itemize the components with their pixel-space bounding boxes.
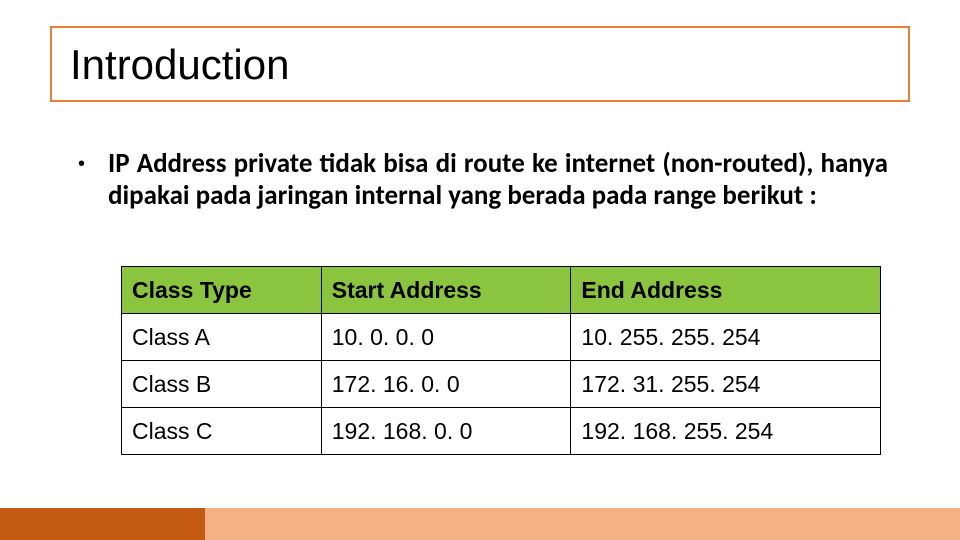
table-cell: 10. 0. 0. 0 <box>321 314 571 361</box>
table-cell: 192. 168. 255. 254 <box>571 408 881 455</box>
footer-strip <box>0 508 960 540</box>
table-cell: 192. 168. 0. 0 <box>321 408 571 455</box>
bullet-block: • IP Address private tidak bisa di route… <box>78 148 888 212</box>
footer-left-segment <box>0 508 205 540</box>
table-row: Class B 172. 16. 0. 0 172. 31. 255. 254 <box>122 361 881 408</box>
title-box: Introduction <box>50 26 910 102</box>
table-header-cell: End Address <box>571 267 881 314</box>
table-cell: Class A <box>122 314 322 361</box>
footer-right-segment <box>205 508 960 540</box>
bullet-text: IP Address private tidak bisa di route k… <box>108 148 888 212</box>
table-cell: 10. 255. 255. 254 <box>571 314 881 361</box>
table-header-cell: Class Type <box>122 267 322 314</box>
table-row: Class A 10. 0. 0. 0 10. 255. 255. 254 <box>122 314 881 361</box>
bullet-lead: IP Address private tidak bisa di route k… <box>108 147 662 180</box>
ip-classes-table: Class Type Start Address End Address Cla… <box>121 266 881 455</box>
slide: Introduction • IP Address private tidak … <box>0 0 960 540</box>
table-cell: Class B <box>122 361 322 408</box>
table-row: Class C 192. 168. 0. 0 192. 168. 255. 25… <box>122 408 881 455</box>
table-cell: 172. 16. 0. 0 <box>321 361 571 408</box>
table-header-cell: Start Address <box>321 267 571 314</box>
table-cell: 172. 31. 255. 254 <box>571 361 881 408</box>
table-header-row: Class Type Start Address End Address <box>122 267 881 314</box>
slide-title: Introduction <box>70 41 289 89</box>
bullet-marker: • <box>78 148 108 212</box>
table-cell: Class C <box>122 408 322 455</box>
bullet-row: • IP Address private tidak bisa di route… <box>78 148 888 212</box>
